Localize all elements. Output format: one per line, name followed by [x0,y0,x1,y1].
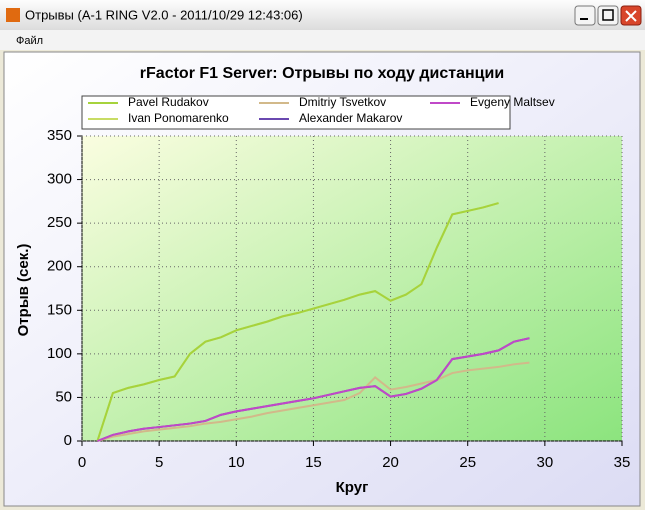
legend-label: Evgeny Maltsev [470,95,555,109]
x-tick-label: 0 [78,454,86,471]
x-tick-label: 25 [459,454,476,471]
window-buttons[interactable] [574,5,642,26]
title-bar [0,0,645,30]
legend-label: Ivan Ponomarenko [128,111,229,125]
maximize-icon [602,9,614,21]
y-tick-label: 250 [47,214,72,231]
legend-label: Pavel Rudakov [128,95,209,109]
x-tick-label: 20 [382,454,399,471]
x-axis-label: Круг [336,479,369,496]
y-tick-label: 100 [47,345,72,362]
y-tick-label: 200 [47,258,72,275]
y-tick-label: 150 [47,301,72,318]
x-tick-label: 30 [537,454,554,471]
series-line [97,361,530,442]
x-tick-label: 10 [228,454,245,471]
app-icon [6,8,20,22]
close-icon [625,10,637,22]
x-tick-label: 5 [155,454,163,471]
minimize-button[interactable] [574,5,596,26]
menu-bar [0,30,645,50]
y-tick-label: 350 [47,127,72,144]
y-tick-label: 0 [64,432,72,449]
window-title: Отрывы (A-1 RING V2.0 - 2011/10/29 12:43… [25,7,303,22]
legend-label: Alexander Makarov [299,111,402,125]
series-line [97,337,530,442]
y-axis-label: Отрыв (сек.) [15,244,32,337]
legend [81,95,511,130]
maximize-button[interactable] [597,5,619,26]
legend-label: Dmitriy Tsvetkov [299,95,386,109]
menu-item[interactable]: Файл [16,35,43,47]
chart-title: rFactor F1 Server: Отрывы по ходу дистан… [140,65,504,82]
y-tick-label: 50 [55,388,72,405]
plot-area [82,136,622,441]
x-tick-label: 15 [305,454,322,471]
y-tick-label: 300 [47,171,72,188]
x-tick-label: 35 [614,454,631,471]
series-line [96,202,499,442]
